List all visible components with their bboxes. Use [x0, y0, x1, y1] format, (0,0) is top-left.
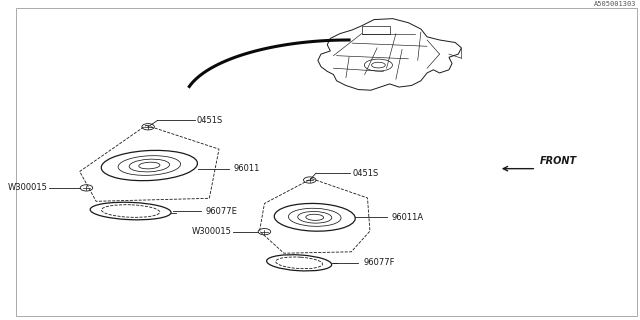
Text: FRONT: FRONT — [540, 156, 577, 166]
Text: W300015: W300015 — [7, 183, 47, 192]
Text: 96011: 96011 — [234, 164, 260, 173]
Text: W300015: W300015 — [191, 227, 231, 236]
Text: 0451S: 0451S — [352, 169, 378, 178]
Text: 96077F: 96077F — [363, 258, 395, 267]
Text: A505001303: A505001303 — [594, 1, 636, 7]
Text: 96011A: 96011A — [392, 213, 424, 222]
Text: 0451S: 0451S — [196, 116, 223, 125]
Text: 96077E: 96077E — [206, 206, 238, 216]
